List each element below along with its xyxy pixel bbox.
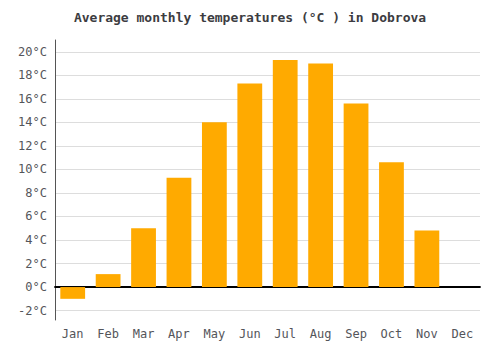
svg-text:Average monthly temperatures (: Average monthly temperatures (°C ) in Do…	[74, 10, 426, 25]
svg-text:16°C: 16°C	[18, 92, 47, 106]
svg-text:-2°C: -2°C	[18, 304, 47, 318]
svg-text:0°C: 0°C	[25, 280, 47, 294]
svg-text:6°C: 6°C	[25, 209, 47, 223]
svg-text:Feb: Feb	[97, 327, 119, 341]
svg-text:2°C: 2°C	[25, 257, 47, 271]
svg-text:May: May	[204, 327, 226, 341]
svg-text:Sep: Sep	[345, 327, 367, 341]
svg-text:14°C: 14°C	[18, 115, 47, 129]
svg-text:Aug: Aug	[310, 327, 332, 341]
svg-text:Nov: Nov	[416, 327, 438, 341]
svg-text:8°C: 8°C	[25, 186, 47, 200]
svg-text:20°C: 20°C	[18, 45, 47, 59]
svg-text:18°C: 18°C	[18, 68, 47, 82]
svg-text:Oct: Oct	[381, 327, 403, 341]
svg-text:Mar: Mar	[133, 327, 155, 341]
svg-text:4°C: 4°C	[25, 233, 47, 247]
svg-text:10°C: 10°C	[18, 162, 47, 176]
svg-text:Jun: Jun	[239, 327, 261, 341]
svg-text:12°C: 12°C	[18, 139, 47, 153]
svg-text:Jul: Jul	[274, 327, 296, 341]
svg-text:Jan: Jan	[62, 327, 84, 341]
svg-text:Dec: Dec	[451, 327, 473, 341]
svg-text:Apr: Apr	[168, 327, 190, 341]
